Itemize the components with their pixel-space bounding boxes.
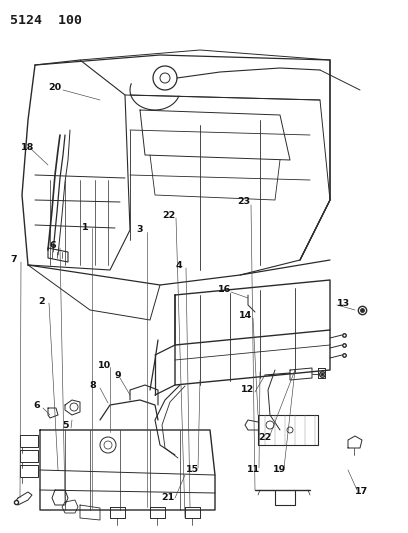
- Text: 22: 22: [258, 432, 272, 441]
- Text: 18: 18: [21, 143, 35, 152]
- Text: 12: 12: [242, 385, 255, 394]
- Text: 8: 8: [90, 381, 96, 390]
- Text: 16: 16: [218, 286, 232, 295]
- Text: 3: 3: [137, 225, 143, 235]
- Text: 17: 17: [355, 488, 368, 497]
- Text: 6: 6: [50, 241, 56, 251]
- Text: 23: 23: [237, 198, 251, 206]
- Text: 21: 21: [162, 494, 175, 503]
- Text: 11: 11: [247, 465, 261, 474]
- Text: 15: 15: [186, 465, 199, 474]
- Text: 20: 20: [49, 84, 62, 93]
- Text: 22: 22: [162, 212, 175, 221]
- Text: 1: 1: [82, 222, 88, 231]
- Text: 5: 5: [63, 422, 69, 431]
- Text: 19: 19: [273, 465, 287, 474]
- Text: 13: 13: [337, 298, 350, 308]
- Text: 10: 10: [98, 360, 111, 369]
- Text: 9: 9: [115, 370, 121, 379]
- Text: 5124  100: 5124 100: [10, 14, 82, 27]
- Text: 2: 2: [39, 297, 45, 306]
- Text: 6: 6: [34, 401, 40, 410]
- Text: 4: 4: [176, 262, 182, 271]
- Text: 7: 7: [11, 255, 17, 264]
- Text: 14: 14: [239, 311, 253, 320]
